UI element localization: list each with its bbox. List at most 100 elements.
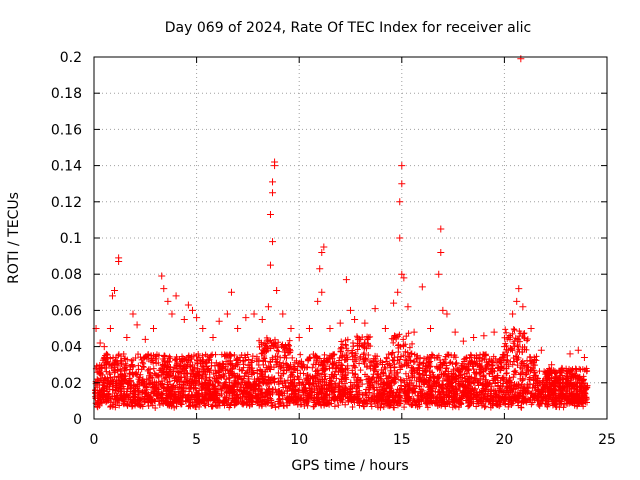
data-point xyxy=(152,355,159,362)
data-point xyxy=(316,386,323,393)
data-point xyxy=(240,375,247,382)
data-point xyxy=(365,394,372,401)
data-point xyxy=(410,359,417,366)
data-point xyxy=(141,393,148,400)
data-point xyxy=(195,395,202,402)
data-point xyxy=(254,370,261,377)
data-point xyxy=(176,363,183,370)
data-point xyxy=(245,356,252,363)
data-point xyxy=(202,351,209,358)
data-point xyxy=(99,371,106,378)
data-point xyxy=(481,404,488,411)
data-point xyxy=(416,370,423,377)
data-point xyxy=(339,368,346,375)
data-point xyxy=(205,365,212,372)
data-point xyxy=(123,391,130,398)
data-point xyxy=(137,396,144,403)
data-point xyxy=(509,310,517,318)
data-point xyxy=(520,395,527,402)
data-point xyxy=(117,358,124,365)
data-point xyxy=(426,368,433,375)
data-point xyxy=(458,366,465,373)
data-point xyxy=(288,368,295,375)
data-point xyxy=(146,375,153,382)
data-point xyxy=(566,369,573,376)
data-point xyxy=(363,386,370,393)
data-point xyxy=(398,162,406,170)
data-point xyxy=(176,389,183,396)
data-point xyxy=(148,352,155,359)
data-point xyxy=(309,364,316,371)
data-point xyxy=(103,360,110,367)
data-point xyxy=(403,375,410,382)
data-point xyxy=(157,381,164,388)
data-point xyxy=(200,396,207,403)
data-point xyxy=(342,366,349,373)
data-point xyxy=(343,376,350,383)
data-point xyxy=(218,374,225,381)
data-point xyxy=(120,400,127,407)
data-point xyxy=(180,387,187,394)
x-tick-label: 25 xyxy=(598,432,616,448)
data-point xyxy=(515,285,523,293)
data-point xyxy=(430,371,437,378)
data-point xyxy=(390,357,397,364)
data-point xyxy=(427,388,434,395)
data-point xyxy=(238,367,245,374)
data-point xyxy=(314,297,322,305)
data-point xyxy=(271,158,279,166)
data-point xyxy=(120,392,127,399)
data-point xyxy=(519,333,526,340)
data-point xyxy=(223,376,230,383)
data-point xyxy=(504,336,511,343)
data-point xyxy=(436,373,443,380)
data-point xyxy=(349,367,356,374)
data-point xyxy=(377,357,384,364)
data-point xyxy=(534,375,541,382)
data-point xyxy=(226,384,233,391)
data-point xyxy=(558,364,566,372)
data-point xyxy=(526,397,533,404)
data-point xyxy=(521,362,528,369)
data-point xyxy=(184,375,191,382)
data-point xyxy=(288,390,295,397)
data-point xyxy=(383,355,390,362)
data-point xyxy=(416,370,423,377)
data-point xyxy=(189,367,196,374)
data-point xyxy=(302,384,309,391)
data-point xyxy=(259,390,266,397)
data-point xyxy=(117,366,124,373)
data-point xyxy=(287,374,294,381)
data-point xyxy=(338,344,345,351)
data-point xyxy=(559,375,566,382)
data-point xyxy=(503,361,510,368)
data-point xyxy=(263,343,270,350)
data-point xyxy=(441,370,448,377)
data-point xyxy=(364,363,371,370)
data-point xyxy=(247,387,254,394)
data-point xyxy=(405,394,412,401)
data-point xyxy=(267,377,274,384)
ticks-layer: 0 0.02 0.04 0.06 0.08 0.1 0.12 0.14 0.16 0.18 0.2 0… xyxy=(51,50,616,448)
data-point xyxy=(482,376,489,383)
data-point xyxy=(462,355,469,362)
data-point xyxy=(397,353,404,360)
data-point xyxy=(532,384,539,391)
data-point xyxy=(155,352,162,359)
data-point xyxy=(447,359,454,366)
data-point xyxy=(120,350,127,357)
data-point xyxy=(466,373,473,380)
data-point xyxy=(229,370,236,377)
data-point xyxy=(392,393,399,400)
data-point xyxy=(451,352,458,359)
data-point xyxy=(286,337,293,344)
data-point xyxy=(489,365,496,372)
data-point xyxy=(470,366,477,373)
data-point xyxy=(370,390,377,397)
data-point xyxy=(584,399,591,406)
data-point xyxy=(551,387,558,394)
data-point xyxy=(128,361,135,368)
data-point xyxy=(134,380,141,387)
data-point xyxy=(483,365,490,372)
data-point xyxy=(461,358,468,365)
